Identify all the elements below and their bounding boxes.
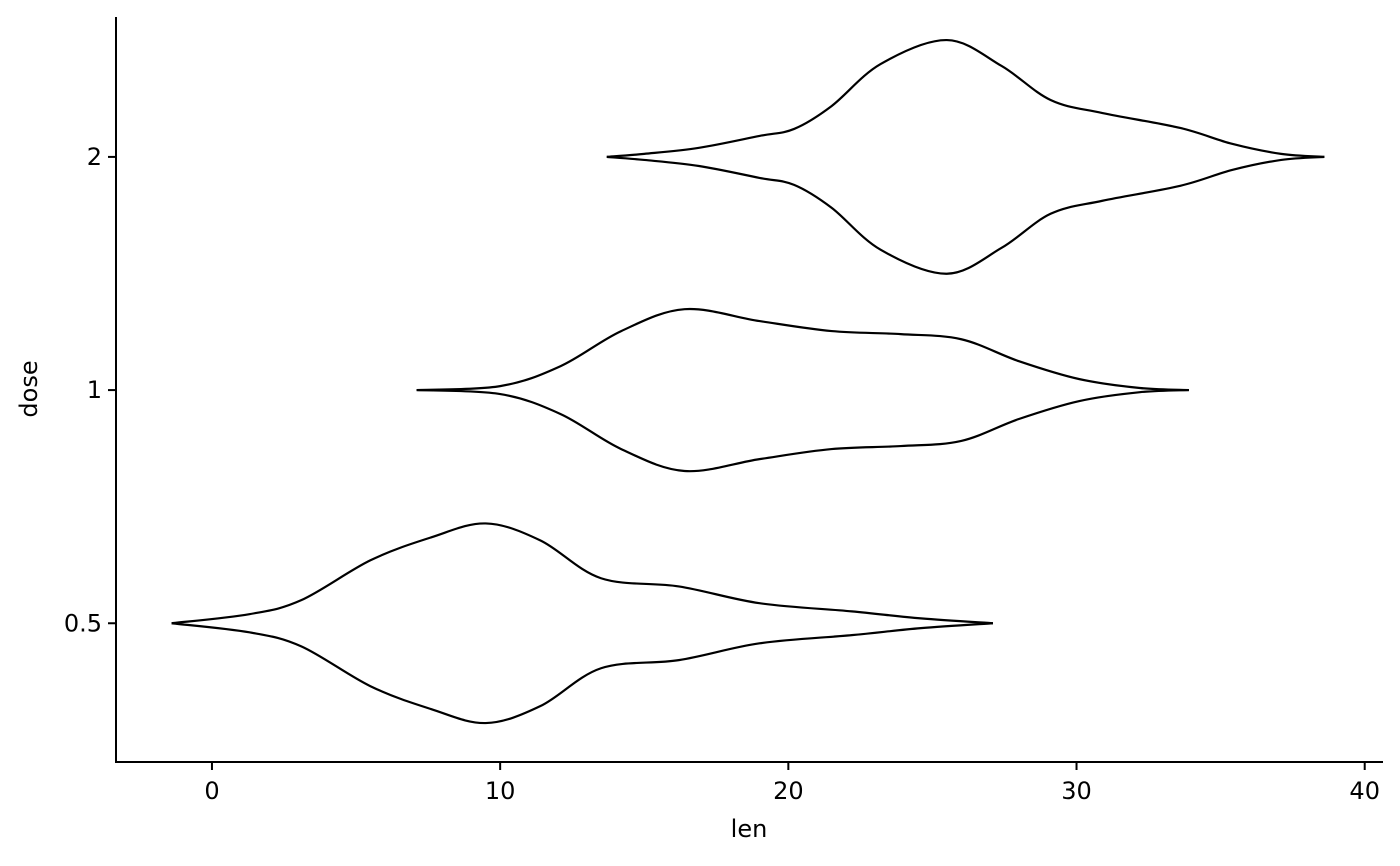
x-tick-label: 30 bbox=[1061, 777, 1092, 805]
y-tick-label: 0.5 bbox=[64, 609, 102, 637]
x-tick-label: 40 bbox=[1349, 777, 1380, 805]
violin-outline bbox=[606, 155, 1325, 275]
x-axis-title: len bbox=[731, 815, 768, 843]
violin-outline bbox=[416, 307, 1189, 392]
violin-outline bbox=[171, 522, 994, 625]
x-tick-label: 20 bbox=[773, 777, 804, 805]
x-tick-label: 10 bbox=[485, 777, 516, 805]
y-tick-label: 1 bbox=[87, 376, 102, 404]
violin-outline bbox=[171, 622, 994, 725]
violin-outline bbox=[606, 38, 1325, 159]
x-tick-label: 0 bbox=[204, 777, 219, 805]
violin-outline bbox=[416, 388, 1189, 473]
y-tick-label: 2 bbox=[87, 143, 102, 171]
y-axis-title: dose bbox=[15, 360, 43, 417]
